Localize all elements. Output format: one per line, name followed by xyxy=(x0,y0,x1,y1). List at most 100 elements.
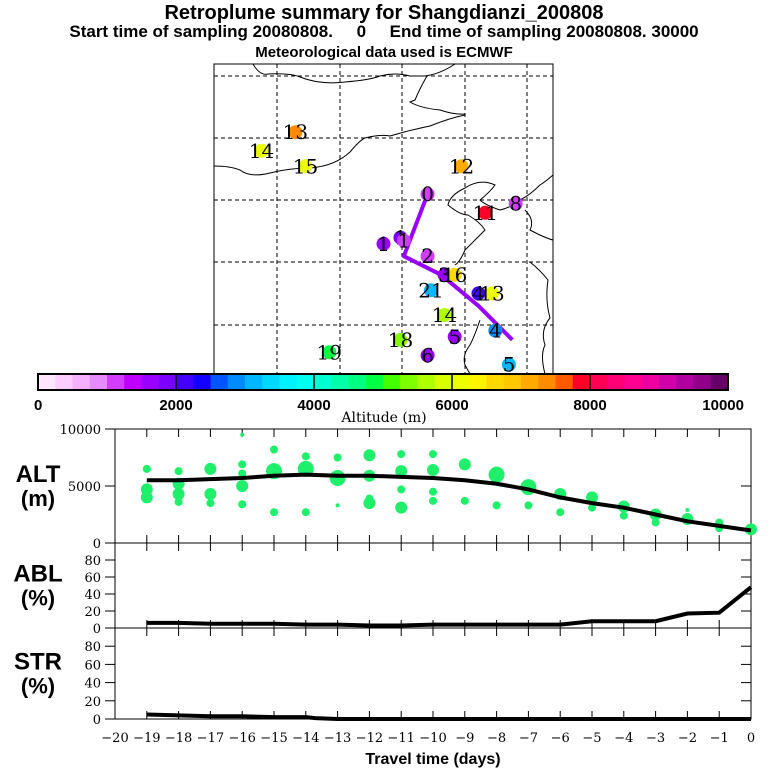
colorbar-segment xyxy=(193,374,211,390)
colorbar-segment xyxy=(434,374,453,390)
colorbar-segment xyxy=(590,374,608,390)
colorbar-segment xyxy=(38,374,56,390)
colorbar-segment xyxy=(400,374,418,390)
x-tick-label: −1 xyxy=(710,731,729,746)
cluster-point xyxy=(397,485,406,494)
cluster-marker xyxy=(420,187,435,202)
colorbar-tick-label: 6000 xyxy=(435,397,468,414)
cluster-point xyxy=(140,491,153,504)
alt-panel: 0 5000 10000 ALT(m) xyxy=(16,423,757,552)
coastline xyxy=(529,261,551,375)
cluster-marker xyxy=(423,283,438,298)
colorbar-segment xyxy=(417,374,436,390)
cluster-label: 6 xyxy=(421,343,434,367)
cluster-point xyxy=(174,467,183,476)
cluster-label: 5 xyxy=(448,325,461,349)
cluster-label: 11 xyxy=(472,201,497,225)
cluster-marker xyxy=(478,205,493,220)
y-tick-label: 60 xyxy=(84,658,101,673)
colorbar-segment xyxy=(676,374,694,390)
cluster-label: 21 xyxy=(418,278,443,302)
cluster-point xyxy=(395,501,408,514)
cluster-point xyxy=(206,499,215,508)
panel-ylabel: (m) xyxy=(21,486,55,511)
cluster-point xyxy=(270,445,278,454)
colorbar-segment xyxy=(641,374,660,390)
colorbar-segment xyxy=(89,374,108,390)
cluster-marker xyxy=(508,196,523,211)
cluster-point xyxy=(556,508,565,517)
cluster-point xyxy=(651,518,660,527)
panel-frame xyxy=(114,542,752,629)
cluster-point xyxy=(333,453,342,462)
coastline xyxy=(252,63,456,84)
colorbar-segment xyxy=(538,374,556,390)
met-data-subtitle: Meteorological data used is ECMWF xyxy=(255,44,513,61)
colorbar-segment xyxy=(452,374,470,390)
cluster-point xyxy=(588,503,596,512)
x-tick-label: −11 xyxy=(387,731,414,746)
chart-title: Retroplume summary for Shangdianzi_20080… xyxy=(164,2,604,24)
cluster-label: 13 xyxy=(479,281,504,305)
cluster-point xyxy=(174,497,183,506)
x-tick-label: −17 xyxy=(197,731,224,746)
colorbar-segment xyxy=(365,374,384,390)
cluster-label: 12 xyxy=(449,154,474,178)
y-tick-label: 20 xyxy=(84,695,101,710)
x-tick-label: −5 xyxy=(582,731,601,746)
colorbar-segment xyxy=(624,374,643,390)
x-tick-label: −6 xyxy=(551,731,570,746)
cluster-marker xyxy=(447,267,462,282)
cluster-point xyxy=(270,508,278,517)
cluster-marker xyxy=(501,357,516,372)
cluster-marker xyxy=(298,159,313,174)
colorbar-segment xyxy=(572,374,591,390)
colorbar-segment xyxy=(555,374,574,390)
cluster-point xyxy=(427,464,439,477)
colorbar-segment xyxy=(607,374,625,390)
cluster-label: 14 xyxy=(432,303,457,327)
y-tick-label: 20 xyxy=(84,605,101,620)
cluster-label: 4 xyxy=(489,319,502,343)
coastlines xyxy=(213,63,554,375)
colorbar-segment xyxy=(521,374,539,390)
x-tick-label: −8 xyxy=(487,731,506,746)
y-tick-label: 10000 xyxy=(60,423,101,438)
panel-ylabel: ALT xyxy=(16,461,61,488)
mean-line xyxy=(146,712,751,721)
colorbar-tick-label: 4000 xyxy=(297,397,330,414)
colorbar-tick-label: 10000 xyxy=(702,397,744,414)
cluster-label: 14 xyxy=(249,139,274,163)
y-tick-label: 0 xyxy=(93,537,101,552)
cluster-label: 2 xyxy=(421,244,434,268)
x-tick-label: −18 xyxy=(165,731,192,746)
coastline xyxy=(524,209,554,241)
y-tick-label: 5000 xyxy=(68,480,101,495)
cluster-marker xyxy=(437,267,452,282)
cluster-marker xyxy=(322,345,337,360)
colorbar-segment xyxy=(383,374,401,390)
cluster-label: 1 xyxy=(397,229,410,253)
cluster-point xyxy=(619,511,628,520)
cluster-point xyxy=(204,487,217,500)
cluster-point xyxy=(492,501,501,510)
cluster-marker xyxy=(471,286,486,301)
cluster-point xyxy=(238,460,247,469)
cluster-point xyxy=(429,487,437,496)
cluster-point xyxy=(395,465,408,478)
colorbar-segment xyxy=(314,374,332,390)
cluster-point xyxy=(329,470,346,487)
y-tick-label: 0 xyxy=(93,713,101,728)
abl-panel: 0 20 40 60 80 ABL(%) xyxy=(13,542,753,637)
y-tick-label: 60 xyxy=(84,571,101,586)
x-tick-label: −7 xyxy=(519,731,538,746)
cluster-label: 1 xyxy=(377,232,390,256)
colorbar-segment xyxy=(279,374,298,390)
colorbar-segment xyxy=(141,374,160,390)
colorbar-tick-label: 8000 xyxy=(573,397,606,414)
cluster-point xyxy=(397,450,406,459)
cluster-point xyxy=(363,449,376,462)
panel-frame xyxy=(114,627,752,720)
x-tick-label: −19 xyxy=(133,731,160,746)
cluster-marker xyxy=(393,332,408,347)
